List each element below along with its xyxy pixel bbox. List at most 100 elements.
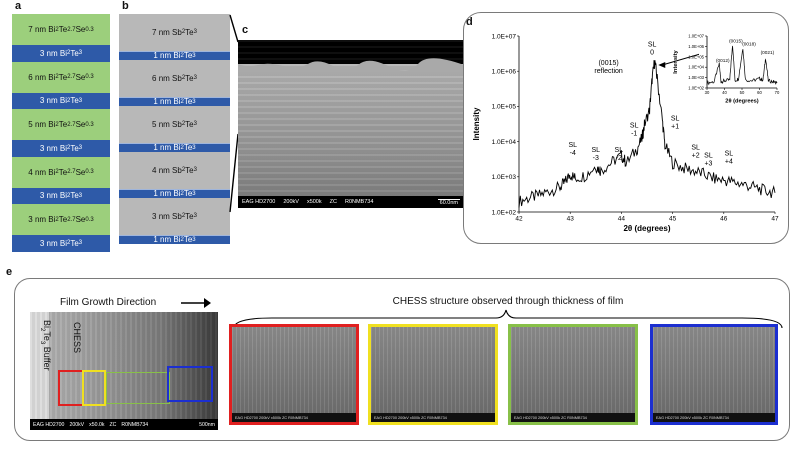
micrograph-blue-caption: EAG HD2700 200kV x500k ZC R0NMB734 xyxy=(653,413,775,422)
panel-a-layer-text: 6 nm Bi xyxy=(28,72,56,82)
main-y-axis-label: Intensity xyxy=(472,107,481,140)
main-annotation: +3 xyxy=(704,161,712,168)
panel-a-layer-text: 3 nm Bi xyxy=(39,143,67,153)
panel-b-layer-text: Te xyxy=(183,235,193,245)
panel-e-frame xyxy=(14,278,790,441)
inset-series-line xyxy=(706,45,778,86)
main-annotation: -1 xyxy=(631,131,637,138)
panel-b-layer-subscript: 2 xyxy=(181,213,186,220)
panel-b-layer-subscript: 3 xyxy=(192,52,196,59)
main-annotation: +1 xyxy=(671,123,679,130)
main-y-tick-label: 1.0E+05 xyxy=(492,104,517,111)
panel-label-e: e xyxy=(6,266,13,278)
panel-a-layer-subscript: 2 xyxy=(66,97,71,104)
inset-y-tick-label: 1.0E+05 xyxy=(688,54,704,59)
connector-bottom xyxy=(229,133,239,213)
main-x-tick-label: 45 xyxy=(669,216,677,223)
main-series-line xyxy=(518,60,776,208)
panel-b-layer: 6 nm Sb 2 Te 3 xyxy=(119,60,230,97)
inset-background xyxy=(699,32,779,100)
panel-a-layer-text: 3 nm Bi xyxy=(39,191,67,201)
panel-a-layer: 3 nm Bi 2 Te 3 xyxy=(12,140,110,157)
panel-a-layer-text: 7 nm Bi xyxy=(28,25,56,34)
tem-caption-mag: x500k xyxy=(306,199,322,205)
tem-e-mag: x50.0k xyxy=(89,421,105,428)
panel-b-layer-subscript: 2 xyxy=(181,121,186,128)
panel-a-layer-subscript: 3 xyxy=(78,97,83,104)
panel-a-layer-text: 3 nm Bi xyxy=(39,96,67,106)
inset-x-tick-label: 60 xyxy=(757,90,762,95)
main-y-tick-label: 1.0E+03 xyxy=(492,174,517,181)
buffer-word: Buffer xyxy=(42,344,52,371)
layer-stack-b: 7 nm Sb 2 Te 3 1 nm Bi 2 Te 3 6 nm Sb 2 Te 3 1 nm Bi… xyxy=(119,14,230,244)
panel-a-layer-subscript: 3 xyxy=(78,240,83,247)
micrograph-green-caption: EAG HD2700 200kV x500k ZC R0NMB734 xyxy=(511,413,635,422)
panel-a-layer-subscript: 0.3 xyxy=(85,26,94,33)
tem-caption-c: EAG HD2700 200kV x500k ZC R0NMB734 60.0n… xyxy=(238,196,464,208)
micrograph-green: EAG HD2700 200kV x500k ZC R0NMB734 xyxy=(508,324,638,425)
main-y-tick-label: 1.0E+04 xyxy=(492,139,517,146)
panel-b-layer: 5 nm Sb 2 Te 3 xyxy=(119,106,230,143)
main-annotation: (0015) xyxy=(598,60,618,67)
main-annotation: -4 xyxy=(570,150,576,157)
panel-a-layer-subscript: 2 xyxy=(66,50,71,57)
micrograph-blue: EAG HD2700 200kV x500k ZC R0NMB734 xyxy=(650,324,778,425)
layer-stack-a: 7 nm Bi 2 Te 2.7 Se 0.3 3 nm Bi 2 Te 3 6 nm Bi 2 Te 2… xyxy=(12,14,110,252)
panel-b-layer-text: Te xyxy=(185,211,194,221)
main-annotation: SL xyxy=(615,147,624,154)
panel-b-layer: 7 nm Sb 2 Te 3 xyxy=(119,14,230,51)
main-annotation: SL xyxy=(671,115,680,122)
panel-a-layer-subscript: 2.7 xyxy=(67,74,76,80)
panel-a-layer-text: Te xyxy=(58,167,68,177)
panel-b-layer-text: 5 nm Sb xyxy=(152,119,182,129)
main-y-tick-label: 1.0E+06 xyxy=(492,68,517,75)
panel-b-layer-subscript: 2 xyxy=(180,236,184,243)
panel-a-layer-subscript: 2 xyxy=(55,74,59,80)
panel-b-layer-text: 3 nm Sb xyxy=(152,211,182,221)
panel-b-layer-text: Te xyxy=(185,165,194,175)
inset-plot: 30 40 50 60 70 1.0E+02 1.0E+03 1.0E+04 1.0E+05 1.… xyxy=(673,32,780,104)
panel-a-layer-subscript: 3 xyxy=(78,145,83,152)
inset-x-tick-label: 30 xyxy=(705,90,710,95)
main-y-tick-label: 1.0E+07 xyxy=(492,33,517,40)
inset-arrow-head-icon xyxy=(658,62,666,69)
panel-a-layer: 5 nm Bi 2 Te 2.7 Se 0.3 xyxy=(12,109,110,140)
inset-x-tick-label: 70 xyxy=(775,90,780,95)
panel-b-layer-subscript: 2 xyxy=(180,98,184,105)
panel-b-layer-text: Te xyxy=(183,189,193,199)
panel-a-layer-text: Te xyxy=(58,72,68,82)
panel-a-layer-text: Se xyxy=(75,72,86,82)
main-annotation: -3 xyxy=(593,155,599,162)
panel-a-layer-subscript: 2.7 xyxy=(67,169,76,175)
inset-annotation: (0012) xyxy=(716,58,730,63)
panel-a-layer-text: Se xyxy=(75,215,86,224)
panel-a-layer-text: Te xyxy=(70,191,79,201)
inset-x-axis-label: 2θ (degrees) xyxy=(725,98,759,104)
xrd-chart: 42 43 44 45 46 47 1.0E+02 1.0E+03 1.0E+04 1.0E+05… xyxy=(472,32,780,233)
region-box-green xyxy=(106,372,170,404)
panel-b-layer-text: 4 nm Sb xyxy=(152,165,182,175)
panel-b-layer: 3 nm Sb 2 Te 3 xyxy=(119,198,230,235)
panel-a-layer-text: Te xyxy=(70,96,79,106)
panel-b-layer-subscript: 3 xyxy=(192,144,196,151)
region-box-blue xyxy=(167,366,213,402)
panel-b-layer-subscript: 3 xyxy=(192,98,196,105)
panel-b-layer-subscript: 2 xyxy=(180,52,184,59)
panel-a-layer: 6 nm Bi 2 Te 2.7 Se 0.3 xyxy=(12,61,110,93)
panel-a-layer-subscript: 0.3 xyxy=(85,169,94,175)
panel-b-layer-subscript: 2 xyxy=(181,167,186,174)
panel-b-layer-text: Te xyxy=(183,51,193,61)
main-y-tick-label: 1.0E+02 xyxy=(492,209,517,216)
panel-b-layer: 1 nm Bi 2 Te 3 xyxy=(119,142,230,152)
main-annotation: SL xyxy=(648,42,657,49)
inset-y-tick-label: 1.0E+07 xyxy=(688,33,704,38)
panel-b-layer-subscript: 3 xyxy=(192,236,196,243)
panel-a-layer-subscript: 0.3 xyxy=(85,121,94,128)
panel-label-c: c xyxy=(242,24,249,36)
inset-x-tick-label: 40 xyxy=(722,90,727,95)
growth-arrow-icon xyxy=(181,298,211,308)
tem-surface-edge xyxy=(238,58,464,72)
panel-a-layer-subscript: 2 xyxy=(66,192,71,199)
main-annotation: SL xyxy=(691,144,700,151)
panel-b-layer-subscript: 3 xyxy=(193,213,197,220)
